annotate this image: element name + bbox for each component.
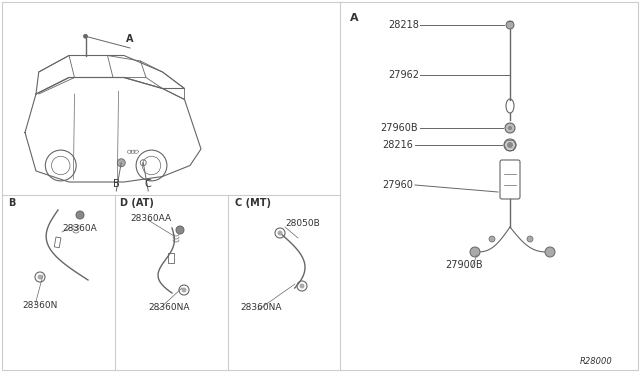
Text: 27900B: 27900B — [445, 260, 483, 270]
Circle shape — [505, 123, 515, 133]
Text: 28216: 28216 — [382, 140, 413, 150]
Circle shape — [489, 236, 495, 242]
Circle shape — [508, 126, 512, 130]
Text: 28360NA: 28360NA — [240, 304, 282, 312]
Text: B: B — [113, 179, 120, 189]
Text: 28360NA: 28360NA — [148, 304, 189, 312]
Text: 28360N: 28360N — [22, 301, 58, 310]
Circle shape — [470, 247, 480, 257]
Text: A: A — [126, 34, 134, 44]
Text: A: A — [350, 13, 358, 23]
Text: 27962: 27962 — [388, 70, 419, 80]
Text: C: C — [145, 179, 152, 189]
Circle shape — [504, 139, 516, 151]
Text: 28360A: 28360A — [62, 224, 97, 232]
Text: C (MT): C (MT) — [235, 198, 271, 208]
Circle shape — [176, 226, 184, 234]
Circle shape — [506, 21, 514, 29]
Circle shape — [76, 211, 84, 219]
Circle shape — [182, 288, 186, 292]
Circle shape — [83, 34, 88, 38]
Circle shape — [527, 236, 533, 242]
Text: 28360AA: 28360AA — [130, 214, 171, 222]
Text: B: B — [8, 198, 15, 208]
Text: 28218: 28218 — [388, 20, 419, 30]
Circle shape — [38, 275, 42, 279]
Circle shape — [300, 283, 305, 289]
Circle shape — [507, 142, 513, 148]
Text: D (AT): D (AT) — [120, 198, 154, 208]
Text: 27960: 27960 — [382, 180, 413, 190]
Text: 28050B: 28050B — [285, 218, 320, 228]
Circle shape — [545, 247, 555, 257]
Text: 27960B: 27960B — [380, 123, 418, 133]
Circle shape — [117, 159, 125, 167]
Bar — [54, 237, 61, 248]
Text: R28000: R28000 — [580, 357, 612, 366]
Circle shape — [278, 231, 282, 235]
Bar — [168, 253, 174, 263]
